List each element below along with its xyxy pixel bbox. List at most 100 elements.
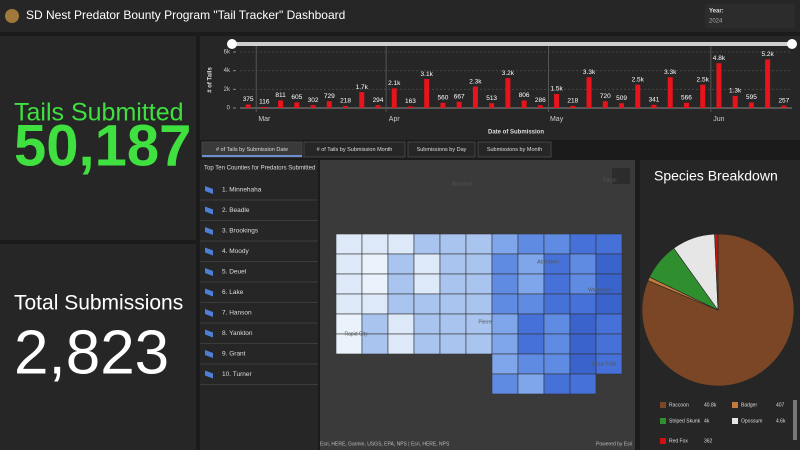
county[interactable] bbox=[543, 333, 571, 355]
county[interactable] bbox=[465, 333, 493, 355]
tab-label[interactable]: # of Tails by Submission Date bbox=[216, 147, 288, 153]
county[interactable] bbox=[387, 233, 415, 255]
county[interactable] bbox=[387, 273, 415, 295]
county[interactable] bbox=[595, 353, 623, 375]
county[interactable] bbox=[595, 293, 623, 315]
county[interactable] bbox=[517, 233, 545, 255]
county[interactable] bbox=[413, 293, 441, 315]
county[interactable] bbox=[439, 273, 467, 295]
county[interactable] bbox=[439, 313, 467, 335]
list-item[interactable]: 5. Deuel bbox=[222, 269, 247, 276]
county[interactable] bbox=[569, 373, 597, 395]
county[interactable] bbox=[517, 353, 545, 375]
tab-label[interactable]: Submissions by Month bbox=[487, 147, 542, 153]
list-icon[interactable] bbox=[205, 186, 213, 194]
year-label: Year: bbox=[709, 9, 724, 15]
county[interactable] bbox=[361, 293, 389, 315]
county[interactable] bbox=[543, 353, 571, 375]
county[interactable] bbox=[569, 253, 597, 275]
tab[interactable] bbox=[407, 141, 476, 158]
county[interactable] bbox=[543, 293, 571, 315]
tab[interactable] bbox=[477, 141, 552, 158]
list-item[interactable]: 4. Moody bbox=[222, 248, 249, 255]
tab[interactable] bbox=[303, 141, 406, 158]
list-icon[interactable] bbox=[205, 288, 213, 297]
county[interactable] bbox=[543, 373, 571, 395]
county[interactable] bbox=[543, 313, 571, 335]
county[interactable] bbox=[491, 233, 519, 255]
county[interactable] bbox=[465, 233, 493, 255]
county[interactable] bbox=[465, 293, 493, 315]
county[interactable] bbox=[361, 273, 389, 295]
county[interactable] bbox=[517, 373, 545, 395]
county[interactable] bbox=[413, 233, 441, 255]
list-icon[interactable] bbox=[205, 370, 213, 379]
list-icon[interactable] bbox=[205, 227, 213, 235]
county[interactable] bbox=[413, 333, 441, 355]
county[interactable] bbox=[543, 233, 571, 255]
map-legend-button[interactable] bbox=[612, 168, 630, 184]
county[interactable] bbox=[517, 293, 545, 315]
list-icon[interactable] bbox=[205, 206, 213, 215]
county[interactable] bbox=[595, 313, 623, 335]
county[interactable] bbox=[517, 333, 545, 355]
list-item[interactable]: 2. Beadle bbox=[222, 207, 250, 214]
county[interactable] bbox=[517, 313, 545, 335]
county[interactable] bbox=[491, 373, 519, 395]
county[interactable] bbox=[543, 273, 571, 295]
map-label: Sioux Falls bbox=[592, 361, 617, 367]
list-icon[interactable] bbox=[205, 247, 213, 256]
county[interactable] bbox=[413, 273, 441, 295]
county[interactable] bbox=[465, 273, 493, 295]
county[interactable] bbox=[569, 333, 597, 355]
slider-handle[interactable] bbox=[227, 39, 237, 49]
list-item[interactable]: 10. Turner bbox=[222, 371, 252, 378]
county[interactable] bbox=[491, 253, 519, 275]
county[interactable] bbox=[361, 253, 389, 275]
list-icon[interactable] bbox=[205, 329, 213, 338]
county[interactable] bbox=[439, 253, 467, 275]
county[interactable] bbox=[387, 313, 415, 335]
county[interactable] bbox=[387, 293, 415, 315]
county[interactable] bbox=[361, 233, 389, 255]
list-item[interactable]: 6. Lake bbox=[222, 289, 244, 296]
county[interactable] bbox=[491, 293, 519, 315]
county[interactable] bbox=[491, 353, 519, 375]
county[interactable] bbox=[569, 233, 597, 255]
county[interactable] bbox=[439, 293, 467, 315]
county[interactable] bbox=[491, 273, 519, 295]
slider-handle[interactable] bbox=[787, 39, 797, 49]
tab-label[interactable]: # of Tails by Submission Month bbox=[317, 147, 393, 153]
county[interactable] bbox=[517, 273, 545, 295]
county[interactable] bbox=[413, 253, 441, 275]
county[interactable] bbox=[491, 313, 519, 335]
list-item[interactable]: 3. Brookings bbox=[222, 228, 259, 235]
county[interactable] bbox=[569, 293, 597, 315]
list-item[interactable]: 9. Grant bbox=[222, 351, 246, 358]
county[interactable] bbox=[465, 253, 493, 275]
county[interactable] bbox=[387, 253, 415, 275]
list-item[interactable]: 1. Minnehaha bbox=[222, 187, 262, 194]
county[interactable] bbox=[491, 333, 519, 355]
county[interactable] bbox=[387, 333, 415, 355]
tab[interactable] bbox=[201, 141, 303, 158]
scrollbar[interactable] bbox=[793, 400, 797, 440]
county[interactable] bbox=[335, 293, 363, 315]
list-icon[interactable] bbox=[205, 268, 213, 276]
county[interactable] bbox=[595, 253, 623, 275]
county[interactable] bbox=[439, 233, 467, 255]
county[interactable] bbox=[335, 273, 363, 295]
county[interactable] bbox=[335, 233, 363, 255]
county[interactable] bbox=[595, 233, 623, 255]
county[interactable] bbox=[439, 333, 467, 355]
list-icon[interactable] bbox=[205, 309, 213, 317]
list-icon[interactable] bbox=[205, 350, 213, 358]
county[interactable] bbox=[595, 333, 623, 355]
county[interactable] bbox=[335, 253, 363, 275]
list-item[interactable]: 7. Hanson bbox=[222, 310, 252, 317]
tab-label[interactable]: Submissions by Day bbox=[417, 147, 467, 153]
year-selector[interactable] bbox=[705, 4, 795, 28]
county[interactable] bbox=[569, 313, 597, 335]
county[interactable] bbox=[413, 313, 441, 335]
list-item[interactable]: 8. Yankton bbox=[222, 330, 253, 337]
